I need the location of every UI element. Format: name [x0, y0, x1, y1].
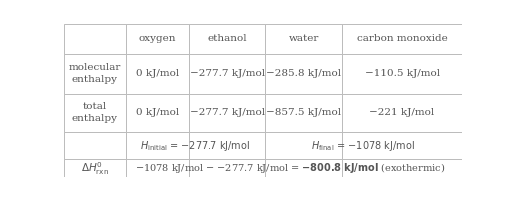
Text: total
enthalpy: total enthalpy	[72, 102, 118, 123]
Text: −857.5 kJ/mol: −857.5 kJ/mol	[266, 108, 341, 117]
Bar	[189, 94, 265, 132]
Bar	[189, 54, 265, 94]
Text: −110.5 kJ/mol: −110.5 kJ/mol	[365, 69, 440, 78]
Bar	[64, 94, 126, 132]
Text: −1078 kJ/mol − −277.7 kJ/mol = $\mathbf{-800.8\ kJ/mol}$ (exothermic): −1078 kJ/mol − −277.7 kJ/mol = $\mathbf{…	[134, 161, 445, 175]
Bar	[342, 94, 462, 132]
Text: $\Delta H^0_\mathrm{rxn}$: $\Delta H^0_\mathrm{rxn}$	[81, 160, 109, 177]
Text: −285.8 kJ/mol: −285.8 kJ/mol	[266, 69, 341, 78]
Text: $\mathit{H}_\mathrm{final}$ = −1078 kJ/mol: $\mathit{H}_\mathrm{final}$ = −1078 kJ/m…	[311, 139, 415, 153]
Bar	[342, 54, 462, 94]
Bar	[126, 159, 189, 177]
Bar	[342, 132, 462, 159]
Bar	[265, 159, 343, 177]
Text: −277.7 kJ/mol: −277.7 kJ/mol	[190, 108, 265, 117]
Text: oxygen: oxygen	[139, 34, 176, 43]
Bar	[265, 54, 343, 94]
Bar	[126, 24, 189, 54]
Bar	[126, 132, 189, 159]
Text: $\mathit{H}_\mathrm{initial}$ = −277.7 kJ/mol: $\mathit{H}_\mathrm{initial}$ = −277.7 k…	[140, 139, 250, 153]
Text: carbon monoxide: carbon monoxide	[357, 34, 447, 43]
Bar	[126, 54, 189, 94]
Bar	[189, 132, 265, 159]
Bar	[189, 24, 265, 54]
Bar	[342, 159, 462, 177]
Bar	[64, 24, 126, 54]
Bar	[64, 54, 126, 94]
Bar	[342, 24, 462, 54]
Bar	[265, 94, 343, 132]
Text: ethanol: ethanol	[207, 34, 247, 43]
Text: −221 kJ/mol: −221 kJ/mol	[369, 108, 435, 117]
Bar	[189, 159, 265, 177]
Bar	[265, 24, 343, 54]
Text: −277.7 kJ/mol: −277.7 kJ/mol	[190, 69, 265, 78]
Bar	[126, 94, 189, 132]
Text: water: water	[288, 34, 319, 43]
Bar	[64, 132, 126, 159]
Bar	[265, 132, 343, 159]
Text: 0 kJ/mol: 0 kJ/mol	[136, 108, 179, 117]
Text: molecular
enthalpy: molecular enthalpy	[69, 63, 121, 84]
Text: 0 kJ/mol: 0 kJ/mol	[136, 69, 179, 78]
Bar	[64, 159, 126, 177]
